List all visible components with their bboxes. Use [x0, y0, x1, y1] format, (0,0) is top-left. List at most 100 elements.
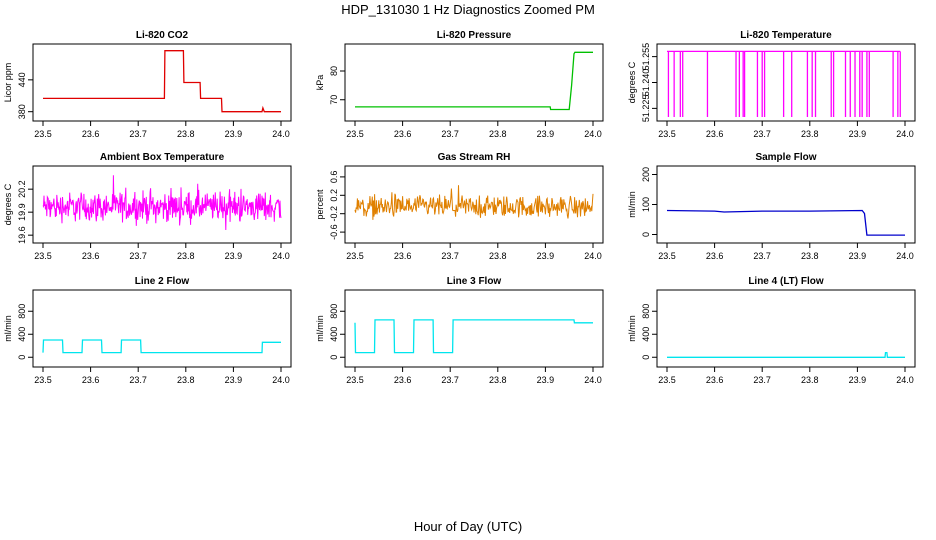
panel-3-xtick-label: 23.7: [753, 129, 771, 139]
panel-9-xtick-label: 24.0: [896, 375, 914, 385]
panel-5: Gas Stream RH 23.5 23.6 23.7 23.8 23.9 24.0 -0.…: [315, 152, 604, 261]
panel-5-series-line: [354, 185, 594, 220]
panel-7-xtick-label: 24.0: [272, 375, 290, 385]
figure-title: HDP_131030 1 Hz Diagnostics Zoomed PM: [341, 2, 595, 17]
panel-9-ylabel: ml/min: [627, 315, 637, 342]
panel-8-xtick-label: 23.9: [537, 375, 555, 385]
panel-7-xtick-label: 23.7: [129, 375, 147, 385]
panel-3-ylabel: degrees C: [627, 61, 637, 103]
panel-7-title: Line 2 Flow: [135, 276, 190, 287]
panel-2-frame: [344, 43, 604, 122]
panel-7-frame: [32, 289, 292, 368]
panel-4-xtick-label: 23.8: [177, 251, 195, 261]
panel-5-ytick-label: 0.6: [329, 171, 339, 184]
panel-7-ytick-label: 400: [17, 327, 27, 342]
panel-1-ytick-label: 380: [17, 104, 27, 119]
panel-2-xtick-label: 23.7: [441, 129, 459, 139]
panel-2-xtick-label: 24.0: [584, 129, 602, 139]
panel-6-ylabel: ml/min: [627, 191, 637, 218]
panel-5-xtick-label: 23.7: [441, 251, 459, 261]
panel-1-title: Li-820 CO2: [136, 30, 189, 41]
panel-6-series-line: [666, 209, 905, 236]
panel-7-xtick-label: 23.6: [82, 375, 100, 385]
panel-7: Line 2 Flow 23.5 23.6 23.7 23.8 23.9 24.0 0 400 8…: [3, 276, 292, 385]
panel-9-ytick-label: 400: [641, 327, 651, 342]
panel-2: Li-820 Pressure 23.5 23.6 23.7 23.8 23.9 24.0 7…: [315, 30, 604, 139]
panel-4-ytick-label: 19.6: [17, 226, 27, 244]
panel-6-xtick-label: 23.8: [801, 251, 819, 261]
panel-3-title: Li-820 Temperature: [740, 30, 832, 41]
panel-7-ylabel: ml/min: [3, 315, 13, 342]
panel-2-title: Li-820 Pressure: [437, 30, 512, 41]
panel-2-ylabel: kPa: [315, 75, 325, 91]
panel-6-xtick-label: 23.9: [849, 251, 867, 261]
panel-3-xtick-label: 23.6: [706, 129, 724, 139]
panel-4-series-line: [42, 175, 282, 231]
panel-4-xtick-label: 24.0: [272, 251, 290, 261]
panel-5-title: Gas Stream RH: [438, 152, 511, 163]
panel-1-xtick-label: 24.0: [272, 129, 290, 139]
panel-7-xtick-label: 23.9: [225, 375, 243, 385]
panel-3-ytick-label: 51.240: [641, 69, 651, 97]
panel-5-ytick-label: 0.2: [329, 189, 339, 202]
panel-7-ytick-label: 800: [17, 304, 27, 319]
panel-8-xtick-label: 23.7: [441, 375, 459, 385]
panel-6: Sample Flow 23.5 23.6 23.7 23.8 23.9 24.0 0 100 2…: [627, 152, 916, 261]
panel-5-xtick-label: 23.5: [346, 251, 364, 261]
panel-4-xtick-label: 23.5: [34, 251, 52, 261]
panel-6-xtick-label: 23.6: [706, 251, 724, 261]
panel-9-xtick-label: 23.6: [706, 375, 724, 385]
panel-8-frame: [344, 289, 604, 368]
panel-2-xtick-label: 23.6: [394, 129, 412, 139]
panel-8-xtick-label: 23.8: [489, 375, 507, 385]
panel-3-frame: [656, 43, 916, 122]
panel-1-xtick-label: 23.5: [34, 129, 52, 139]
panel-2-series-line: [355, 51, 593, 111]
panel-4-ytick-label: 19.9: [17, 203, 27, 221]
panel-3-ytick-label: 51.255: [641, 43, 651, 71]
panel-8-title: Line 3 Flow: [447, 276, 502, 287]
panel-1-frame: [32, 43, 292, 122]
panel-6-xtick-label: 23.5: [658, 251, 676, 261]
panel-9-xtick-label: 23.8: [801, 375, 819, 385]
panel-8-ytick-label: 0: [329, 355, 339, 360]
panel-5-frame: [344, 165, 604, 244]
panel-6-xtick-label: 23.7: [753, 251, 771, 261]
panel-6-ytick-label: 0: [641, 232, 651, 237]
panel-7-xtick-label: 23.8: [177, 375, 195, 385]
panel-8-ytick-label: 400: [329, 327, 339, 342]
panel-5-xtick-label: 24.0: [584, 251, 602, 261]
panel-4-ylabel: degrees C: [3, 183, 13, 225]
panel-3: Li-820 Temperature 23.5 23.6 23.7 23.8 23.9 24…: [627, 30, 916, 139]
panel-8-xtick-label: 24.0: [584, 375, 602, 385]
panel-7-xtick-label: 23.5: [34, 375, 52, 385]
panel-1-ylabel: Licor ppm: [3, 63, 13, 103]
panel-3-ytick-label: 51.225: [641, 95, 651, 123]
panel-3-xtick-label: 23.9: [849, 129, 867, 139]
panel-4-xtick-label: 23.9: [225, 251, 243, 261]
panel-9-xtick-label: 23.5: [658, 375, 676, 385]
panel-6-ytick-label: 200: [641, 167, 651, 182]
panel-9-series-line: [667, 351, 905, 358]
panel-8-ylabel: ml/min: [315, 315, 325, 342]
panel-2-ytick-label: 70: [329, 95, 339, 105]
panel-1-xtick-label: 23.9: [225, 129, 243, 139]
panel-7-series-line: [42, 339, 281, 354]
panel-5-xtick-label: 23.8: [489, 251, 507, 261]
panel-3-xtick-label: 24.0: [896, 129, 914, 139]
panel-1-series-line: [43, 50, 281, 113]
panel-2-xtick-label: 23.5: [346, 129, 364, 139]
panel-5-ylabel: percent: [315, 189, 325, 220]
panel-9-ytick-label: 800: [641, 304, 651, 319]
panel-9-ytick-label: 0: [641, 355, 651, 360]
panel-2-xtick-label: 23.9: [537, 129, 555, 139]
panel-8-series-line: [354, 319, 593, 354]
panel-9: Line 4 (LT) Flow 23.5 23.6 23.7 23.8 23.9 24.0…: [627, 276, 916, 385]
panel-4-xtick-label: 23.7: [129, 251, 147, 261]
panel-4-ytick-label: 20.2: [17, 180, 27, 198]
panel-1: Li-820 CO2 23.5 23.6 23.7 23.8 23.9 24.0 380 440…: [3, 30, 292, 139]
panel-8-ytick-label: 800: [329, 304, 339, 319]
panel-6-xtick-label: 24.0: [896, 251, 914, 261]
panel-8: Line 3 Flow 23.5 23.6 23.7 23.8 23.9 24.0 0 400 8…: [315, 276, 604, 385]
